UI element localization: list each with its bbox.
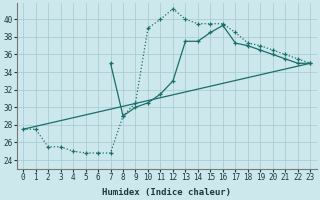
X-axis label: Humidex (Indice chaleur): Humidex (Indice chaleur) bbox=[102, 188, 231, 197]
